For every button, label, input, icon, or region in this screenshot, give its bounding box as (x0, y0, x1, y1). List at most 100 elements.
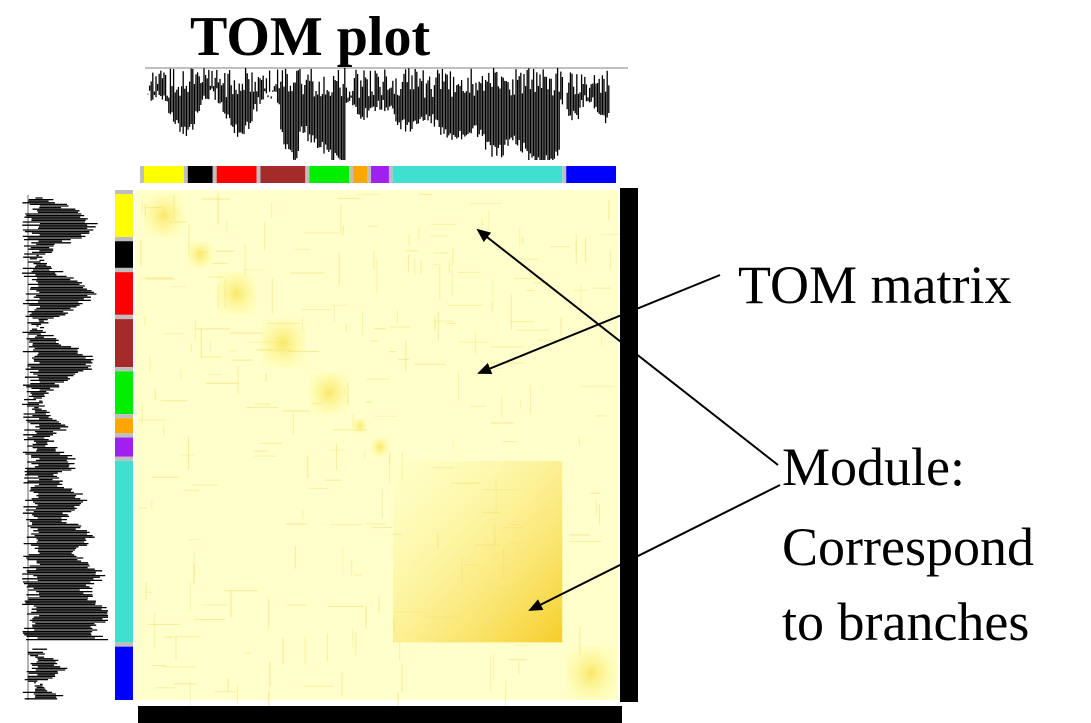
module-segment (309, 166, 350, 183)
tom-texture (189, 681, 191, 714)
module-segment (353, 166, 368, 183)
tom-texture (489, 656, 492, 692)
tom-texture (592, 287, 612, 289)
tom-texture (256, 349, 291, 351)
tom-texture (502, 548, 505, 580)
tom-texture (330, 304, 349, 306)
tom-texture (405, 341, 407, 372)
tom-texture (575, 240, 577, 254)
tom-texture (247, 341, 278, 343)
tom-texture (573, 289, 589, 292)
module-segment (566, 166, 616, 183)
tom-texture (214, 690, 236, 693)
tom-texture (550, 246, 571, 248)
module-block (371, 437, 389, 457)
tom-texture (420, 260, 422, 274)
tom-texture (245, 406, 279, 409)
module-block (392, 461, 563, 643)
tom-texture (193, 563, 195, 585)
tom-texture (425, 616, 460, 618)
tom-texture (231, 359, 253, 361)
tom-texture (208, 373, 223, 376)
tom-texture (469, 202, 503, 204)
tom-texture (180, 370, 182, 379)
tom-texture (351, 560, 353, 576)
tom-texture (510, 294, 512, 331)
tom-texture (560, 317, 562, 337)
tom-texture (388, 458, 391, 483)
top-dendrogram (145, 67, 628, 160)
tom-texture (345, 324, 348, 331)
module-label-line1: Module: (782, 437, 965, 497)
tom-texture (393, 611, 425, 613)
tom-texture (452, 440, 454, 449)
tom-texture (598, 503, 600, 525)
tom-texture (503, 526, 525, 529)
tom-texture (515, 644, 530, 646)
tom-texture (282, 637, 284, 664)
tom-texture (436, 639, 472, 642)
tom-texture (154, 687, 177, 689)
tom-texture (580, 285, 582, 314)
tom-texture (286, 523, 308, 525)
tom-texture (430, 223, 456, 225)
module-segment (143, 166, 184, 183)
module-block (216, 272, 257, 315)
tom-texture (464, 564, 479, 566)
tom-texture (181, 454, 195, 456)
tom-texture (365, 401, 372, 403)
tom-texture (509, 321, 535, 323)
tom-texture (520, 400, 522, 409)
tom-texture (138, 507, 148, 509)
tom-texture (199, 356, 222, 358)
module-separator (212, 166, 217, 183)
tom-texture (187, 539, 200, 541)
tom-texture (376, 259, 378, 293)
tom-texture (140, 240, 142, 266)
module-segment (260, 166, 306, 183)
tom-texture (215, 250, 235, 252)
tom-texture (342, 225, 344, 235)
tom-texture (393, 618, 395, 632)
tom-texture (244, 243, 246, 276)
tom-texture (311, 402, 322, 405)
arrow-module-to-lower (528, 484, 781, 611)
tom-texture (503, 440, 517, 443)
tom-texture (333, 429, 368, 431)
tom-texture (337, 197, 361, 200)
tom-texture (397, 691, 399, 717)
tom-texture (228, 332, 264, 334)
tom-texture (142, 277, 174, 279)
tom-texture (451, 482, 480, 484)
module-segment (115, 272, 133, 315)
tom-texture (430, 235, 448, 237)
module-segment (115, 646, 133, 700)
tom-texture (163, 425, 165, 437)
tom-texture (288, 350, 320, 353)
tom-texture (253, 450, 268, 452)
tom-texture (340, 203, 342, 235)
tom-texture (270, 201, 273, 219)
tom-texture (154, 612, 156, 648)
tom-texture (381, 488, 383, 519)
tom-texture (201, 604, 228, 606)
tom-texture (292, 413, 294, 435)
tom-texture (367, 225, 378, 227)
tom-texture (589, 492, 600, 494)
tom-texture (504, 680, 507, 714)
tom-texture (152, 664, 166, 667)
tom-texture (175, 635, 177, 660)
tom-texture (365, 606, 367, 630)
tom-texture (494, 522, 496, 546)
module-segment (392, 166, 563, 183)
tom-texture (489, 362, 524, 364)
tom-texture (338, 252, 340, 286)
tom-texture (508, 659, 527, 661)
tom-texture (145, 591, 152, 593)
tom-texture (448, 260, 450, 274)
tom-texture (374, 415, 398, 417)
tom-texture (493, 654, 495, 681)
module-segment (115, 371, 133, 415)
module-block (353, 418, 368, 434)
module-segment (115, 194, 133, 237)
